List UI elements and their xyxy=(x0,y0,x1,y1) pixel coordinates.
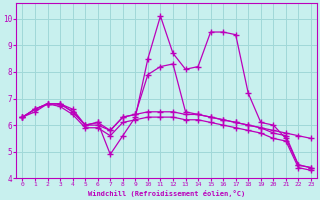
X-axis label: Windchill (Refroidissement éolien,°C): Windchill (Refroidissement éolien,°C) xyxy=(88,190,245,197)
